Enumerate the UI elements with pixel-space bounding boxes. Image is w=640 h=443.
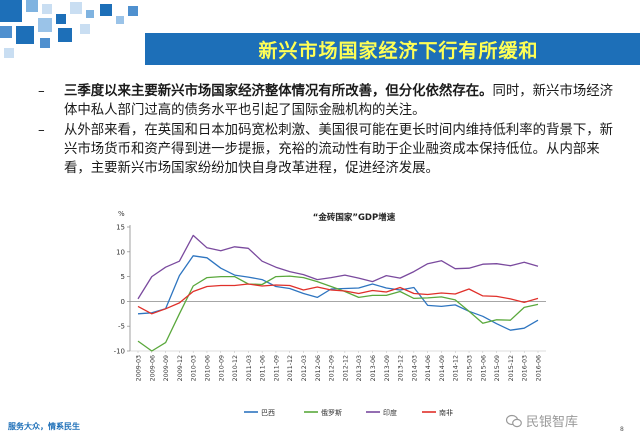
y-axis-unit-label: % — [118, 210, 125, 218]
x-tick-label: 2013-06 — [370, 355, 377, 381]
footer-slogan: 服务大众，情系民生 — [8, 422, 80, 431]
y-tick-label: 15 — [116, 224, 125, 232]
y-tick-label: -10 — [114, 348, 125, 356]
x-tick-label: 2014-12 — [453, 355, 460, 381]
x-tick-label: 2012-09 — [329, 355, 336, 381]
slide-title: 新兴市场国家经济下行有所缓和 — [258, 39, 539, 62]
wechat-icon — [506, 414, 522, 427]
chart-svg: % -10 -5 0 5 10 15 2009-03 2009-06 2009-09 2009-12… — [114, 210, 546, 417]
x-tick-label: 2015-06 — [480, 355, 487, 381]
mosaic-square — [116, 16, 124, 24]
x-tick-label: 2014-06 — [425, 355, 432, 381]
x-tick-label: 2013-12 — [398, 355, 405, 381]
x-tick-label: 2013-09 — [384, 355, 391, 381]
mosaic-square — [38, 18, 52, 32]
mosaic-square — [42, 4, 52, 14]
y-tick-label: 0 — [121, 298, 125, 306]
watermark-text: 民银智库 — [526, 415, 579, 430]
mosaic-square — [40, 38, 50, 48]
mosaic-square — [80, 24, 90, 34]
bullet-text: 从外部来看，在英国和日本加码宽松刺激、美国很可能在更长时间内维持低利率的背景下，… — [64, 123, 614, 176]
x-tick-label: 2011-09 — [273, 355, 280, 381]
bullet-dash: – — [38, 84, 45, 99]
x-tick-label: 2011-03 — [246, 355, 253, 381]
legend-label: 南非 — [439, 408, 453, 417]
y-tick-label: 10 — [116, 248, 125, 256]
mosaic-square — [86, 10, 94, 18]
mosaic-square — [100, 4, 112, 16]
x-tick-label: 2015-03 — [467, 355, 474, 381]
x-tick-label: 2016-03 — [522, 355, 529, 381]
slide-title-bar: 新兴市场国家经济下行有所缓和 — [145, 33, 640, 65]
watermark: 民银智库 — [506, 411, 578, 430]
x-tick-label: 2009-03 — [136, 355, 143, 381]
x-tick-label: 2009-12 — [177, 355, 184, 381]
mosaic-square — [56, 14, 66, 24]
x-tick-label: 2012-03 — [301, 355, 308, 381]
mosaic-square — [26, 0, 38, 12]
mosaic-square — [16, 26, 34, 44]
mosaic-square — [4, 48, 14, 58]
chart-title: “金砖国家”GDP增速 — [312, 213, 396, 223]
y-tick-label: 5 — [121, 273, 125, 281]
y-tick-label: -5 — [118, 323, 125, 331]
x-tick-label: 2010-12 — [232, 355, 239, 381]
x-tick-label: 2014-03 — [411, 355, 418, 381]
bullet-list: – 三季度以来主要新兴市场国家经济整体情况有所改善，但分化依然存在。同时，新兴市… — [38, 82, 618, 179]
legend-label: 巴西 — [261, 409, 275, 417]
x-tick-label: 2010-06 — [204, 355, 211, 381]
x-tick-label: 2010-03 — [191, 355, 198, 381]
x-tick-label: 2009-09 — [163, 355, 170, 381]
mosaic-square — [0, 26, 12, 38]
x-tick-label: 2015-12 — [508, 355, 515, 381]
gdp-growth-chart: “金砖国家”GDP增速 % -10 -5 0 5 10 15 2009-03 2009-06 20… — [104, 200, 564, 425]
mosaic-square — [70, 2, 82, 14]
mosaic-square — [0, 0, 22, 22]
legend-label: 俄罗斯 — [321, 408, 342, 417]
x-tick-label: 2013-03 — [356, 355, 363, 381]
x-tick-label: 2009-06 — [149, 355, 156, 381]
bullet-bold-text: 三季度以来主要新兴市场国家经济整体情况有所改善，但分化依然存在。 — [64, 84, 493, 99]
series-line-俄罗斯 — [137, 275, 539, 352]
x-tick-label: 2012-06 — [315, 355, 322, 381]
x-tick-label: 2016-06 — [536, 355, 543, 381]
x-tick-label: 2012-12 — [342, 355, 349, 381]
x-tick-label: 2011-12 — [287, 355, 294, 381]
x-tick-label: 2014-09 — [439, 355, 446, 381]
series-line-印度 — [137, 234, 539, 300]
x-tick-label: 2010-09 — [218, 355, 225, 381]
page-number: 8 — [620, 426, 624, 433]
bullet-item: – 从外部来看，在英国和日本加码宽松刺激、美国很可能在更长时间内维持低利率的背景… — [38, 121, 618, 178]
x-tick-label: 2011-06 — [260, 355, 267, 381]
mosaic-square — [58, 28, 72, 42]
bullet-text: 同时，新兴市场经济体中私人部门过高的债务水平也引起了国际金融机构的关注。 — [64, 84, 614, 118]
series-line-南非 — [137, 283, 539, 315]
decorative-mosaic — [0, 0, 190, 70]
mosaic-square — [128, 6, 138, 16]
x-tick-label: 2015-09 — [494, 355, 501, 381]
bullet-dash: – — [38, 123, 45, 138]
bullet-item: – 三季度以来主要新兴市场国家经济整体情况有所改善，但分化依然存在。同时，新兴市… — [38, 82, 618, 120]
legend-label: 印度 — [383, 408, 397, 417]
